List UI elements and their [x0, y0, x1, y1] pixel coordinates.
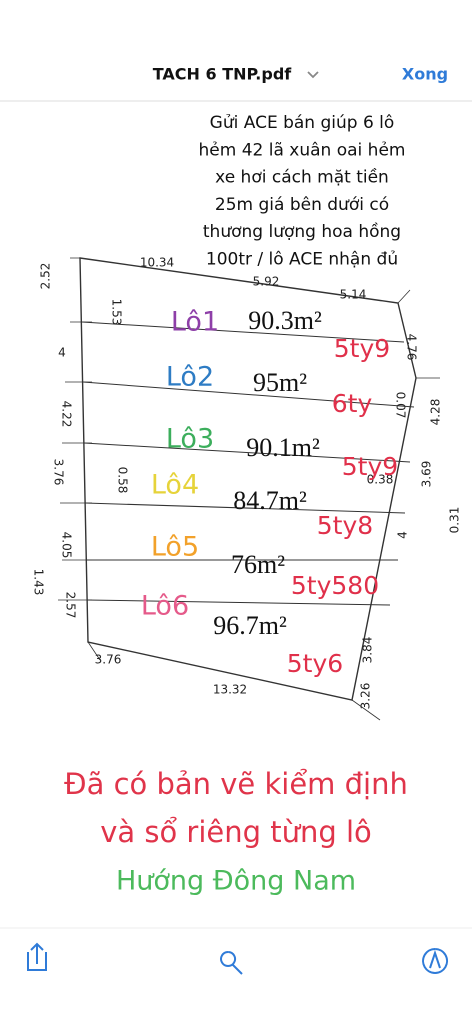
- dimension-label: 2.52: [39, 263, 53, 290]
- lot-price: 5ty9: [334, 334, 390, 363]
- lot-label: Lô1: [171, 307, 219, 338]
- dimension-label: 3.26: [359, 683, 373, 710]
- lot-price: 5ty9: [342, 452, 398, 481]
- dimension-label: 5.14: [340, 288, 367, 302]
- done-button[interactable]: Xong: [402, 65, 448, 84]
- dimension-label: 4: [58, 346, 66, 360]
- dimension-label: 0.31: [448, 507, 462, 534]
- lot-area: 84.7m²: [233, 486, 307, 515]
- lot-area: 76m²: [231, 550, 285, 579]
- file-title[interactable]: TACH 6 TNP.pdf: [153, 65, 293, 84]
- note-line: 25m giá bên dưới có: [215, 195, 389, 215]
- lot-area: 90.3m²: [248, 306, 322, 335]
- dimension-label: 4.22: [60, 401, 74, 428]
- note-line: 100tr / lô ACE nhận đủ: [206, 250, 398, 270]
- caption-line: Đã có bản vẽ kiểm định: [64, 767, 408, 801]
- lot-area: 96.7m²: [213, 611, 287, 640]
- dimension-label: 0.58: [116, 467, 130, 494]
- dimension-label: 0.07: [394, 392, 408, 419]
- dimension-label: 4.05: [60, 532, 74, 559]
- chevron[interactable]: [307, 71, 319, 79]
- tick-marks: [58, 257, 440, 721]
- dimension-label: 4.76: [405, 334, 419, 361]
- note-line: xe hơi cách mặt tiền: [215, 167, 389, 188]
- caption-line: và sổ riêng từng lô: [100, 815, 372, 849]
- dimension-label: 3.69: [420, 461, 434, 488]
- lot-area: 90.1m²: [246, 433, 320, 462]
- dimensions: 10.34 5.92 5.14 2.52 1.53 4.76 4 0.07 4.28 4.22 3.…: [32, 256, 462, 710]
- lot-price: 5ty580: [291, 571, 379, 600]
- lot-label: Lô5: [151, 532, 199, 563]
- markup-button[interactable]: [422, 948, 449, 974]
- dimension-label: 10.34: [140, 256, 174, 270]
- lot-dividers: [81, 321, 415, 606]
- note-line: Gửi ACE bán giúp 6 lô: [210, 113, 395, 133]
- dimension-label: 4.28: [429, 399, 443, 426]
- note-line: thương lượng hoa hồng: [203, 221, 401, 242]
- lot-area: 95m²: [253, 368, 307, 397]
- lot-price: 5ty8: [317, 511, 373, 540]
- lot-price: 5ty6: [287, 649, 343, 678]
- plan-lines: [58, 257, 440, 721]
- lots: Lô1 90.3m² 5ty9 Lô2 95m² 6ty Lô3 90.1m² 5ty9 Lô4 8…: [141, 306, 398, 678]
- dimension-label: 5.92: [253, 275, 280, 289]
- dimension-label: 1.53: [110, 299, 124, 326]
- dimension-label: 3.84: [361, 637, 375, 664]
- search-button[interactable]: [220, 951, 243, 975]
- dimension-label: 13.32: [213, 683, 247, 697]
- lot-label: Lô3: [166, 424, 214, 455]
- dimension-label: 3.76: [95, 653, 122, 667]
- dimension-label: 3.76: [52, 459, 66, 486]
- dimension-label: 4: [396, 531, 410, 539]
- note: Gửi ACE bán giúp 6 lô hẻm 42 lã xuân oai …: [199, 113, 406, 270]
- dimension-label: 2.57: [64, 592, 78, 619]
- dimension-label: 0.38: [367, 473, 394, 487]
- boundary: [79, 257, 417, 701]
- lot-price: 6ty: [332, 389, 373, 418]
- lot-label: Lô2: [166, 362, 214, 393]
- lot-label: Lô6: [141, 591, 189, 622]
- note-line: hẻm 42 lã xuân oai hẻm: [199, 140, 406, 160]
- share-button[interactable]: [27, 942, 47, 971]
- lot-label: Lô4: [151, 470, 199, 501]
- dimension-label: 1.43: [32, 569, 46, 596]
- direction: Hướng Đông Nam: [116, 866, 356, 897]
